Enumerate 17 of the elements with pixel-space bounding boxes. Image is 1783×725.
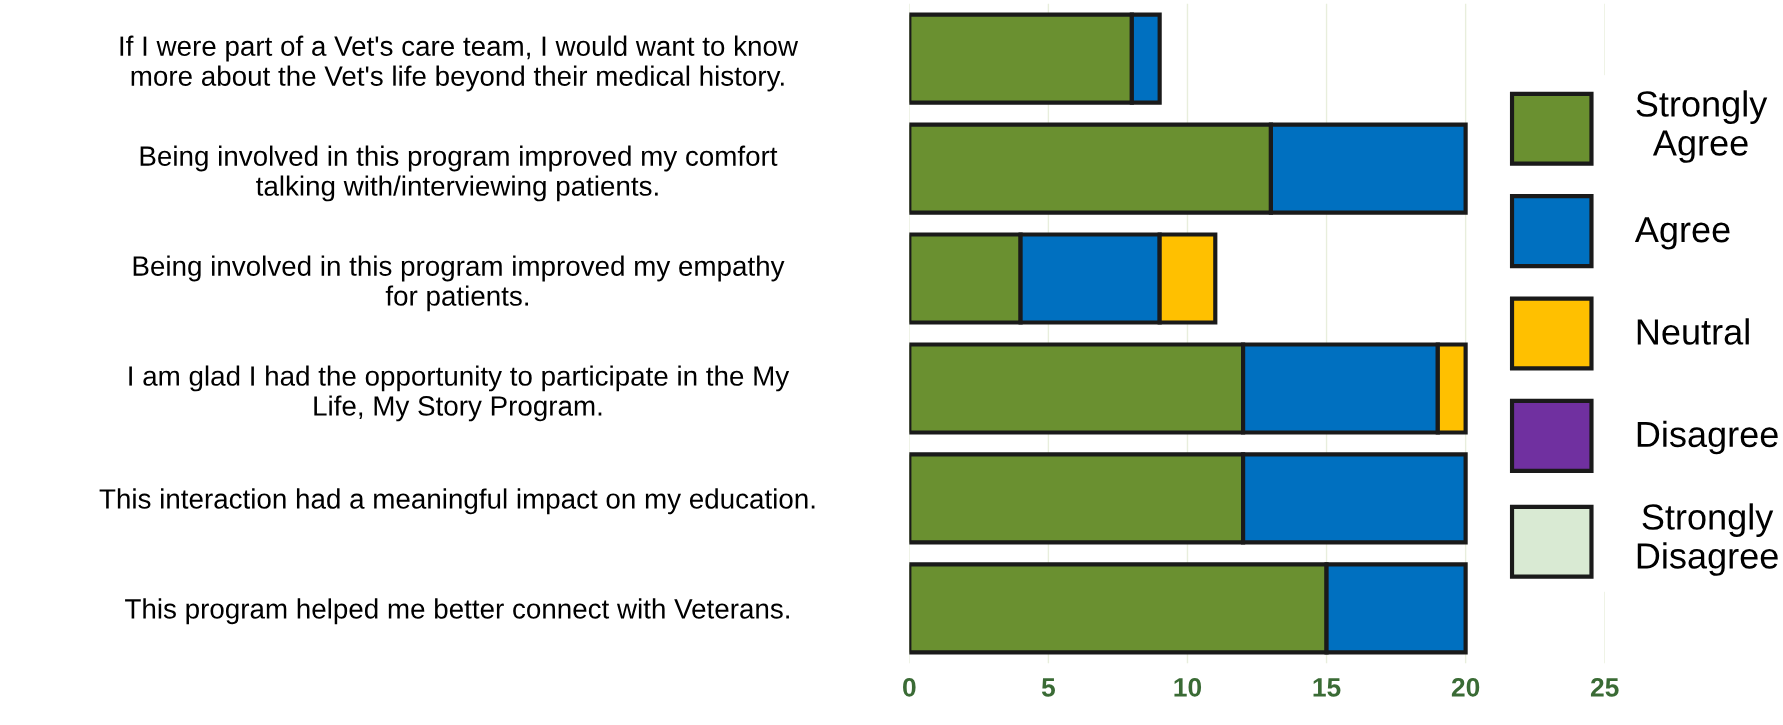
legend-label: Agree [1634, 217, 1730, 250]
legend-label: Strongly Disagree [1637, 503, 1778, 576]
x-tick-label: 25 [1590, 677, 1619, 697]
y-tick-label: If I were part of a Vet's care team, I would want to know more about the Vet's life beyond their medical history. [120, 35, 799, 92]
y-tick-label: This program helped me better connect with Veterans. [125, 598, 789, 625]
x-tick-label: 20 [1451, 677, 1480, 697]
y-tick-label: This interaction had a meaningful impact on my education. [99, 488, 815, 515]
x-tick-label: 5 [1041, 678, 1056, 697]
x-tick-label: 10 [1174, 677, 1202, 697]
x-tick-label: 15 [1313, 678, 1341, 697]
y-tick-label: I am glad I had the opportunity to participate in the My Life, My Story Program. [129, 365, 790, 422]
legend-label: Neutral [1637, 318, 1749, 345]
legend-label: Disagree [1637, 420, 1778, 455]
y-tick-label: Being involved in this program improved my empathy for patients. [133, 255, 785, 312]
x-tick-label: 0 [903, 677, 916, 697]
y-tick-label: Being involved in this program improved my comfort talking with/interviewing patients. [140, 145, 778, 202]
legend-label: Strongly Agree [1636, 90, 1768, 163]
